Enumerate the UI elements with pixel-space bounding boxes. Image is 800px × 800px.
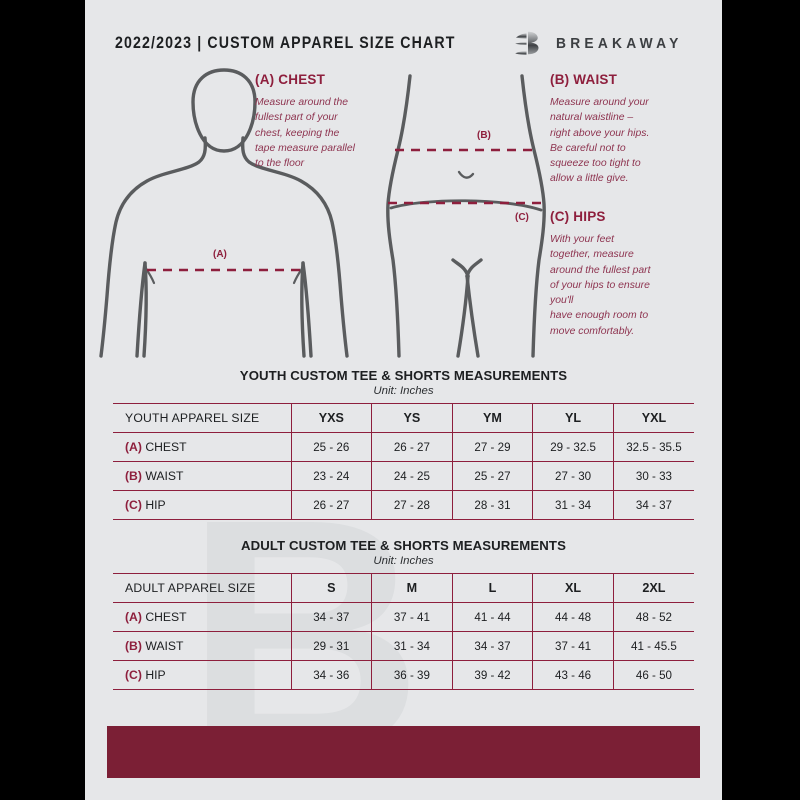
youth-hip-ym: 28 - 31 — [451, 490, 534, 520]
size-chart-page: B 2022/2023 | CUSTOM APPAREL SIZE CHART — [85, 0, 722, 800]
measurement-figures: (A) (B) (C) (A) CHEST Measure around the… — [85, 64, 722, 364]
brand-lockup: BREAKAWAY — [513, 28, 694, 58]
adult-waist-m: 31 - 34 — [371, 631, 453, 661]
youth-waist-yxl: 30 - 33 — [612, 461, 694, 491]
youth-row-hip-name: HIP — [145, 498, 166, 512]
callout-chest: (A) CHEST Measure around the fullest par… — [255, 72, 413, 171]
adult-chest-xl: 44 - 48 — [532, 602, 614, 632]
youth-table-unit: Unit: Inches — [373, 385, 434, 397]
hips-marker-label: (C) — [515, 212, 529, 223]
youth-size-ys: YS — [371, 403, 453, 433]
adult-hip-s: 34 - 36 — [290, 660, 373, 690]
body-diagram-svg — [99, 68, 546, 358]
youth-waist-yl: 27 - 30 — [532, 461, 614, 491]
callout-chest-heading: (A) CHEST — [255, 72, 326, 87]
table-row: (B) WAIST 29 - 31 31 - 34 34 - 37 37 - 4… — [113, 631, 694, 661]
adult-chest-l: 41 - 44 — [451, 602, 534, 632]
youth-row-waist-label: (B) WAIST — [113, 461, 292, 491]
adult-chest-s: 34 - 37 — [290, 602, 373, 632]
adult-chest-m: 37 - 41 — [371, 602, 453, 632]
youth-size-table: YOUTH APPAREL SIZE YXS YS YM YL YXL (A) … — [113, 403, 694, 520]
youth-hip-yxs: 26 - 27 — [290, 490, 373, 520]
adult-size-l: L — [451, 573, 534, 603]
youth-chest-yxl: 32.5 - 35.5 — [612, 432, 694, 462]
breakaway-b-monogram-icon — [513, 28, 543, 58]
youth-waist-ys: 24 - 25 — [371, 461, 453, 491]
youth-size-header: YOUTH APPAREL SIZE — [113, 403, 292, 433]
adult-chest-2xl: 48 - 52 — [612, 602, 694, 632]
adult-waist-s: 29 - 31 — [290, 631, 373, 661]
youth-row-chest-name: CHEST — [145, 440, 187, 454]
adult-row-hip-label: (C) HIP — [113, 660, 292, 690]
page-header: 2022/2023 | CUSTOM APPAREL SIZE CHART — [85, 0, 722, 60]
adult-size-table: ADULT APPAREL SIZE S M L XL 2XL (A) CHES… — [113, 573, 694, 690]
youth-waist-yxs: 23 - 24 — [290, 461, 373, 491]
adult-row-chest-name: CHEST — [145, 610, 187, 624]
adult-waist-xl: 37 - 41 — [532, 631, 614, 661]
youth-row-hip-label: (C) HIP — [113, 490, 292, 520]
youth-size-yxs: YXS — [290, 403, 373, 433]
brand-name: BREAKAWAY — [556, 34, 683, 52]
youth-row-waist-tag: (B) — [125, 469, 142, 483]
youth-hip-ys: 27 - 28 — [371, 490, 453, 520]
adult-size-header: ADULT APPAREL SIZE — [113, 573, 292, 603]
adult-hip-2xl: 46 - 50 — [612, 660, 694, 690]
adult-row-hip-name: HIP — [145, 668, 166, 682]
table-row: (C) HIP 26 - 27 27 - 28 28 - 31 31 - 34 … — [113, 490, 694, 520]
callout-waist: (B) WAIST Measure around your natural wa… — [550, 72, 708, 187]
adult-row-waist-label: (B) WAIST — [113, 631, 292, 661]
youth-waist-ym: 25 - 27 — [451, 461, 534, 491]
callout-waist-heading: (B) WAIST — [550, 72, 618, 87]
adult-row-hip-tag: (C) — [125, 668, 142, 682]
waist-marker-label: (B) — [477, 130, 491, 141]
table-row: (A) CHEST 34 - 37 37 - 41 41 - 44 44 - 4… — [113, 602, 694, 632]
youth-chest-ys: 26 - 27 — [371, 432, 453, 462]
callout-hips-heading: (C) HIPS — [550, 209, 606, 224]
adult-size-2xl: 2XL — [612, 573, 694, 603]
callout-hips: (C) HIPS With your feet together, measur… — [550, 209, 708, 339]
adult-size-s: S — [290, 573, 373, 603]
adult-table-header-row: ADULT APPAREL SIZE S M L XL 2XL — [113, 573, 694, 603]
adult-row-chest-label: (A) CHEST — [113, 602, 292, 632]
adult-row-waist-tag: (B) — [125, 639, 142, 653]
table-row: (A) CHEST 25 - 26 26 - 27 27 - 29 29 - 3… — [113, 432, 694, 462]
chest-marker-label: (A) — [213, 249, 227, 260]
footer-bar — [107, 726, 700, 778]
table-row: (B) WAIST 23 - 24 24 - 25 25 - 27 27 - 3… — [113, 461, 694, 491]
adult-waist-2xl: 41 - 45.5 — [612, 631, 694, 661]
youth-size-ym: YM — [451, 403, 534, 433]
youth-row-waist-name: WAIST — [145, 469, 184, 483]
adult-table-title: ADULT CUSTOM TEE & SHORTS MEASUREMENTS — [241, 538, 566, 553]
page-title: 2022/2023 | CUSTOM APPAREL SIZE CHART — [115, 33, 456, 52]
youth-size-yl: YL — [532, 403, 614, 433]
adult-row-chest-tag: (A) — [125, 610, 142, 624]
adult-table-block: ADULT CUSTOM TEE & SHORTS MEASUREMENTS U… — [85, 538, 722, 690]
adult-hip-m: 36 - 39 — [371, 660, 453, 690]
youth-table-block: YOUTH CUSTOM TEE & SHORTS MEASUREMENTS U… — [85, 368, 722, 520]
callout-waist-body: Measure around your natural waistline – … — [550, 97, 650, 185]
youth-table-header-row: YOUTH APPAREL SIZE YXS YS YM YL YXL — [113, 403, 694, 433]
youth-table-title: YOUTH CUSTOM TEE & SHORTS MEASUREMENTS — [239, 368, 568, 383]
adult-table-unit: Unit: Inches — [373, 555, 434, 567]
adult-size-m: M — [371, 573, 453, 603]
youth-hip-yxl: 34 - 37 — [612, 490, 694, 520]
table-row: (C) HIP 34 - 36 36 - 39 39 - 42 43 - 46 … — [113, 660, 694, 690]
adult-hip-l: 39 - 42 — [451, 660, 534, 690]
adult-size-xl: XL — [532, 573, 614, 603]
youth-size-yxl: YXL — [612, 403, 694, 433]
adult-hip-xl: 43 - 46 — [532, 660, 614, 690]
youth-hip-yl: 31 - 34 — [532, 490, 614, 520]
youth-chest-yxs: 25 - 26 — [290, 432, 373, 462]
youth-chest-yl: 29 - 32.5 — [532, 432, 614, 462]
youth-row-chest-tag: (A) — [125, 440, 142, 454]
youth-row-hip-tag: (C) — [125, 498, 142, 512]
adult-row-waist-name: WAIST — [145, 639, 184, 653]
callout-hips-body: With your feet together, measure around … — [550, 234, 651, 337]
adult-waist-l: 34 - 37 — [451, 631, 534, 661]
youth-row-chest-label: (A) CHEST — [113, 432, 292, 462]
callout-chest-body: Measure around the fullest part of your … — [255, 97, 355, 170]
youth-chest-ym: 27 - 29 — [451, 432, 534, 462]
